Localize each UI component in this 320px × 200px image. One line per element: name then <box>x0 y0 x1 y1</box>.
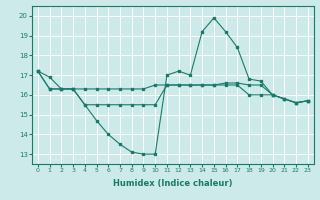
X-axis label: Humidex (Indice chaleur): Humidex (Indice chaleur) <box>113 179 233 188</box>
